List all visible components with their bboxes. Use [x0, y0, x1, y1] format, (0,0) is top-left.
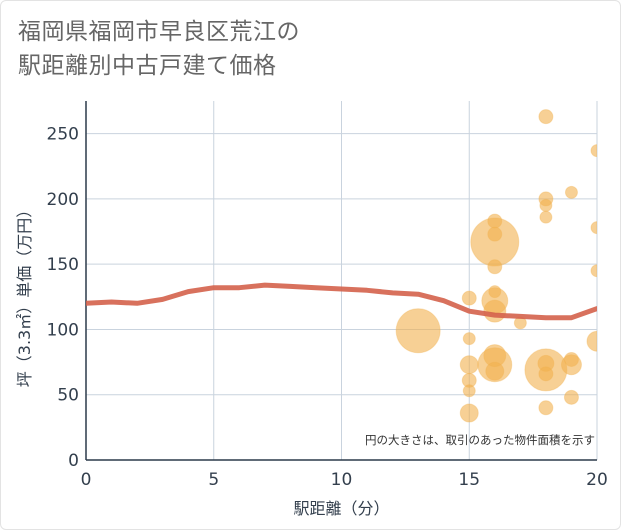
bubble-point	[564, 185, 578, 199]
trend-line	[86, 282, 597, 321]
bubble-point	[560, 354, 582, 376]
y-tick-label: 150	[47, 255, 79, 275]
chart-title: 福岡県福岡市早良区荒江の 駅距離別中古戸建て価格	[18, 15, 300, 83]
bubble-point	[590, 264, 597, 278]
bubble-point	[538, 109, 554, 125]
bubble-size-note: 円の大きさは、取引のあった物件面積を示す	[365, 433, 595, 447]
bubble-point	[461, 290, 477, 306]
bubble-point	[462, 384, 476, 398]
x-tick-label: 0	[81, 470, 92, 490]
bubbles	[395, 109, 597, 423]
y-axis-title: 坪（3.3㎡）単価（万円）	[15, 202, 34, 387]
bubble-point	[459, 355, 479, 375]
bubble-point	[590, 221, 597, 235]
bubble-point	[538, 400, 554, 416]
chart-title-line-1: 福岡県福岡市早良区荒江の	[18, 19, 300, 45]
bubble-point	[483, 299, 507, 323]
bubble-point	[563, 389, 579, 405]
y-tick-label: 250	[47, 125, 79, 145]
bubble-point	[590, 144, 597, 158]
bubble-point	[539, 210, 553, 224]
bubble-point	[487, 259, 503, 275]
x-tick-label: 10	[331, 470, 353, 490]
x-tick-label: 5	[208, 470, 219, 490]
bubble-point	[459, 403, 479, 423]
x-axis-title: 駅距離（分）	[293, 499, 389, 518]
y-tick-label: 50	[57, 386, 79, 406]
bubble-point	[485, 361, 505, 381]
y-tick-label: 100	[47, 320, 79, 340]
bubble-point	[395, 308, 441, 354]
y-tick-label: 0	[68, 451, 79, 471]
bubble-point	[586, 330, 597, 352]
x-tick-label: 20	[586, 470, 608, 490]
y-tick-label: 200	[47, 190, 79, 210]
bubble-point	[538, 366, 554, 382]
bubble-point	[470, 217, 520, 267]
trend-line-group	[86, 282, 597, 321]
x-tick-label: 15	[458, 470, 480, 490]
grid-lines	[86, 101, 598, 460]
bubble-point	[462, 332, 476, 346]
bubble-point	[539, 198, 553, 212]
chart-title-line-2: 駅距離別中古戸建て価格	[18, 53, 277, 79]
